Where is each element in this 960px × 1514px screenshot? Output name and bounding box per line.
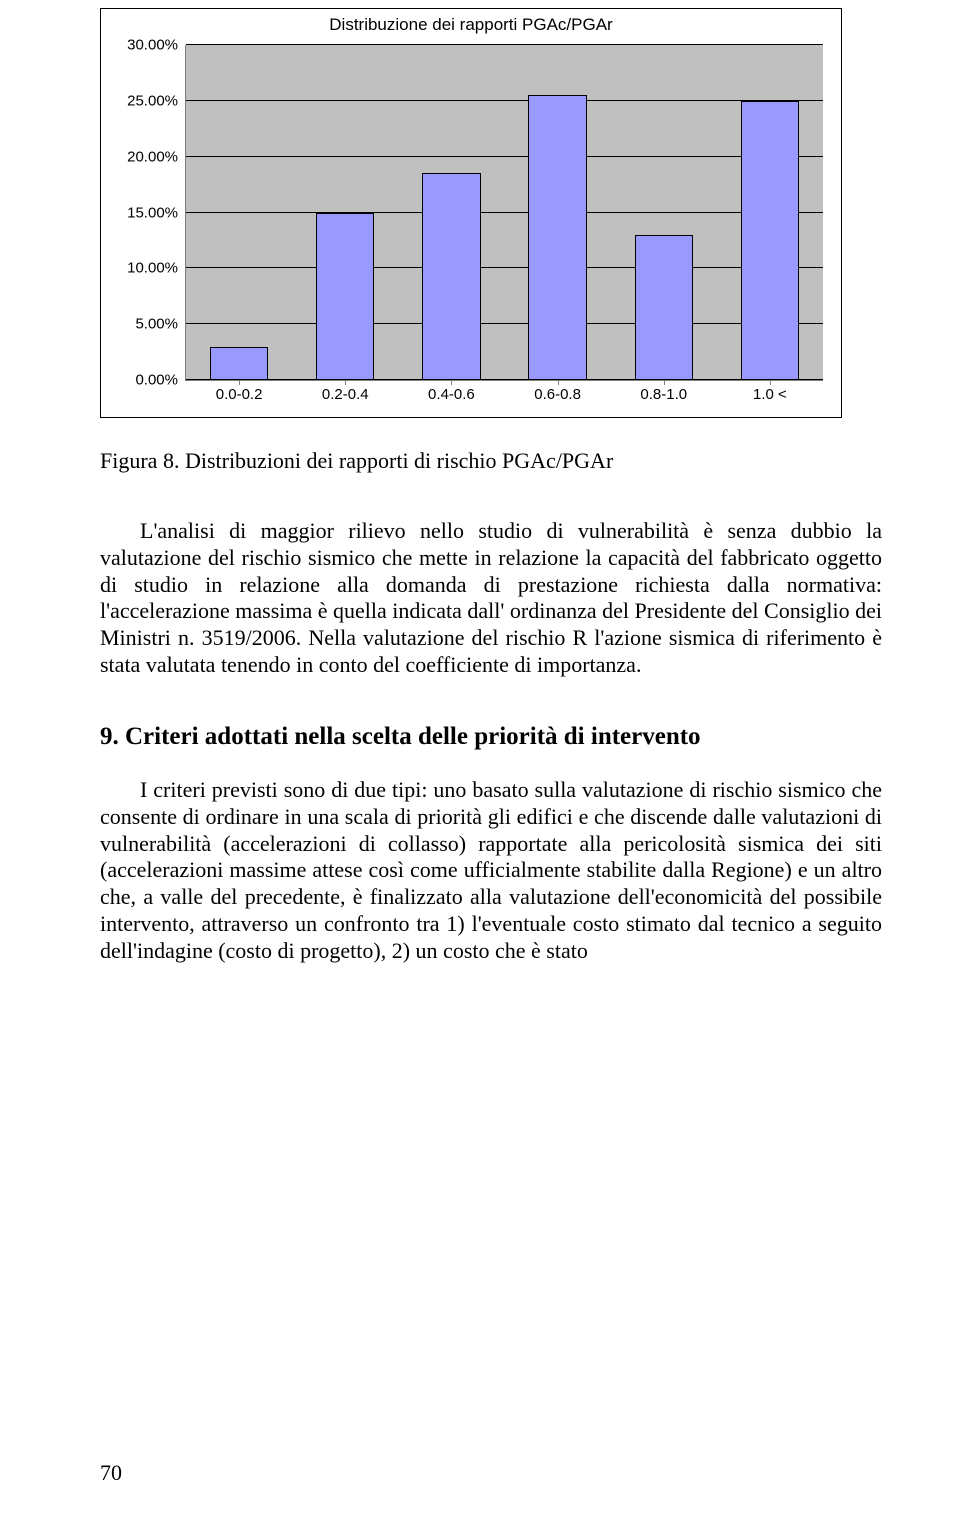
figure-caption: Figura 8. Distribuzioni dei rapporti di … xyxy=(100,448,882,474)
chart-y-label: 5.00% xyxy=(135,316,178,333)
chart-x-label: 1.0 < xyxy=(753,386,787,403)
chart-bar xyxy=(528,95,586,380)
chart-x-tick xyxy=(770,380,771,385)
chart-x-tick xyxy=(345,380,346,385)
section-heading: 9. Criteri adottati nella scelta delle p… xyxy=(100,723,882,751)
chart-x-label: 0.4-0.6 xyxy=(428,386,475,403)
chart-y-label: 15.00% xyxy=(127,204,178,221)
page-number: 70 xyxy=(100,1460,122,1486)
chart-y-label: 25.00% xyxy=(127,92,178,109)
body-paragraph-1: L'analisi di maggior rilievo nello studi… xyxy=(100,518,882,679)
chart-y-label: 0.00% xyxy=(135,372,178,389)
chart-panel: Distribuzione dei rapporti PGAc/PGAr 0.0… xyxy=(100,8,842,418)
chart-gridline: 25.00% xyxy=(186,100,823,101)
chart-gridline: 5.00% xyxy=(186,323,823,324)
body-paragraph-2-text: I criteri previsti sono di due tipi: uno… xyxy=(100,777,882,963)
chart-gridline: 30.00% xyxy=(186,44,823,45)
chart-bar xyxy=(210,347,268,381)
chart-title: Distribuzione dei rapporti PGAc/PGAr xyxy=(101,15,841,35)
chart-x-label: 0.6-0.8 xyxy=(534,386,581,403)
chart-y-label: 20.00% xyxy=(127,148,178,165)
chart-x-tick xyxy=(664,380,665,385)
chart-x-tick xyxy=(558,380,559,385)
chart-y-label: 30.00% xyxy=(127,37,178,54)
body-paragraph-2: I criteri previsti sono di due tipi: uno… xyxy=(100,777,882,965)
body-paragraph-1-text: L'analisi di maggior rilievo nello studi… xyxy=(100,518,882,677)
chart-gridline: 0.00% xyxy=(186,379,823,380)
chart-x-label: 0.2-0.4 xyxy=(322,386,369,403)
chart-y-label: 10.00% xyxy=(127,260,178,277)
chart-bar xyxy=(422,173,480,380)
chart-bar xyxy=(316,213,374,381)
chart-gridline: 10.00% xyxy=(186,267,823,268)
chart-gridline: 20.00% xyxy=(186,156,823,157)
chart-x-label: 0.0-0.2 xyxy=(216,386,263,403)
chart-bar xyxy=(635,235,693,380)
chart-gridline: 15.00% xyxy=(186,212,823,213)
chart-x-label: 0.8-1.0 xyxy=(640,386,687,403)
chart-plot-area: 0.00% 5.00% 10.00% 15.00% 20.00% 25.00% 30.00%… xyxy=(185,45,823,381)
chart-x-tick xyxy=(239,380,240,385)
chart-bar xyxy=(741,101,799,380)
chart-x-tick xyxy=(451,380,452,385)
